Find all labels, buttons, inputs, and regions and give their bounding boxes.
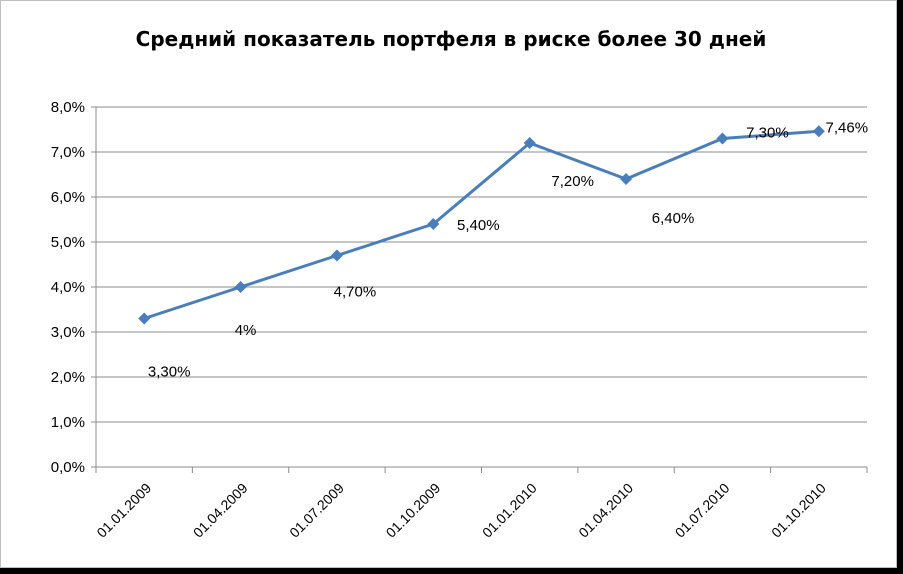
data-point — [523, 137, 536, 149]
y-tick-label: 2,0% — [51, 369, 85, 386]
y-tick-label: 3,0% — [51, 324, 85, 341]
x-tick-label: 01.07.2009 — [286, 480, 347, 541]
data-point — [330, 249, 343, 262]
data-label: 4,70% — [334, 284, 377, 301]
data-point — [812, 125, 825, 138]
data-label: 5,40% — [457, 217, 500, 234]
series — [138, 125, 825, 325]
series-line — [143, 129, 819, 320]
x-axis-ticks: 01.01.2009 01.04.2009 01.07.2009 01.10.2009… — [93, 480, 829, 541]
y-tick-label: 1,0% — [51, 414, 85, 431]
data-label: 4% — [235, 322, 257, 339]
y-tick-label: 5,0% — [51, 234, 85, 251]
data-label: 7,46% — [826, 119, 869, 136]
data-label: 7,30% — [746, 125, 789, 142]
y-tick-label: 8,0% — [51, 99, 85, 116]
data-label: 3,30% — [148, 364, 191, 381]
data-point — [716, 132, 729, 145]
data-point — [138, 312, 151, 325]
data-labels: 3,30% 4% 4,70% 5,40% 7,20% 6,40% 7,30% 7,46% — [148, 119, 868, 380]
y-tick-label: 4,0% — [51, 279, 85, 296]
axes — [91, 106, 868, 473]
y-axis-ticks: 0,0% 1,0% 2,0% 3,0% 4,0% 5,0% 6,0% 7,0% 8,0% — [51, 99, 85, 476]
data-label: 7,20% — [551, 173, 594, 190]
x-tick-label: 01.01.2009 — [93, 480, 154, 541]
y-tick-label: 6,0% — [51, 189, 85, 206]
data-point — [427, 218, 440, 230]
x-tick-label: 01.10.2009 — [383, 480, 444, 541]
x-tick-label: 01.10.2010 — [768, 480, 829, 541]
chart-title: Средний показатель портфеля в риске боле… — [136, 27, 767, 51]
y-tick-label: 7,0% — [51, 144, 85, 161]
x-tick-label: 01.04.2010 — [575, 480, 636, 541]
data-point — [620, 173, 633, 185]
data-label: 6,40% — [652, 210, 695, 227]
x-tick-label: 01.01.2010 — [479, 480, 540, 541]
x-tick-label: 01.07.2010 — [672, 480, 733, 541]
data-point — [234, 281, 247, 293]
gridlines — [96, 106, 867, 423]
x-tick-label: 01.04.2009 — [190, 480, 251, 541]
y-tick-label: 0,0% — [51, 459, 85, 476]
